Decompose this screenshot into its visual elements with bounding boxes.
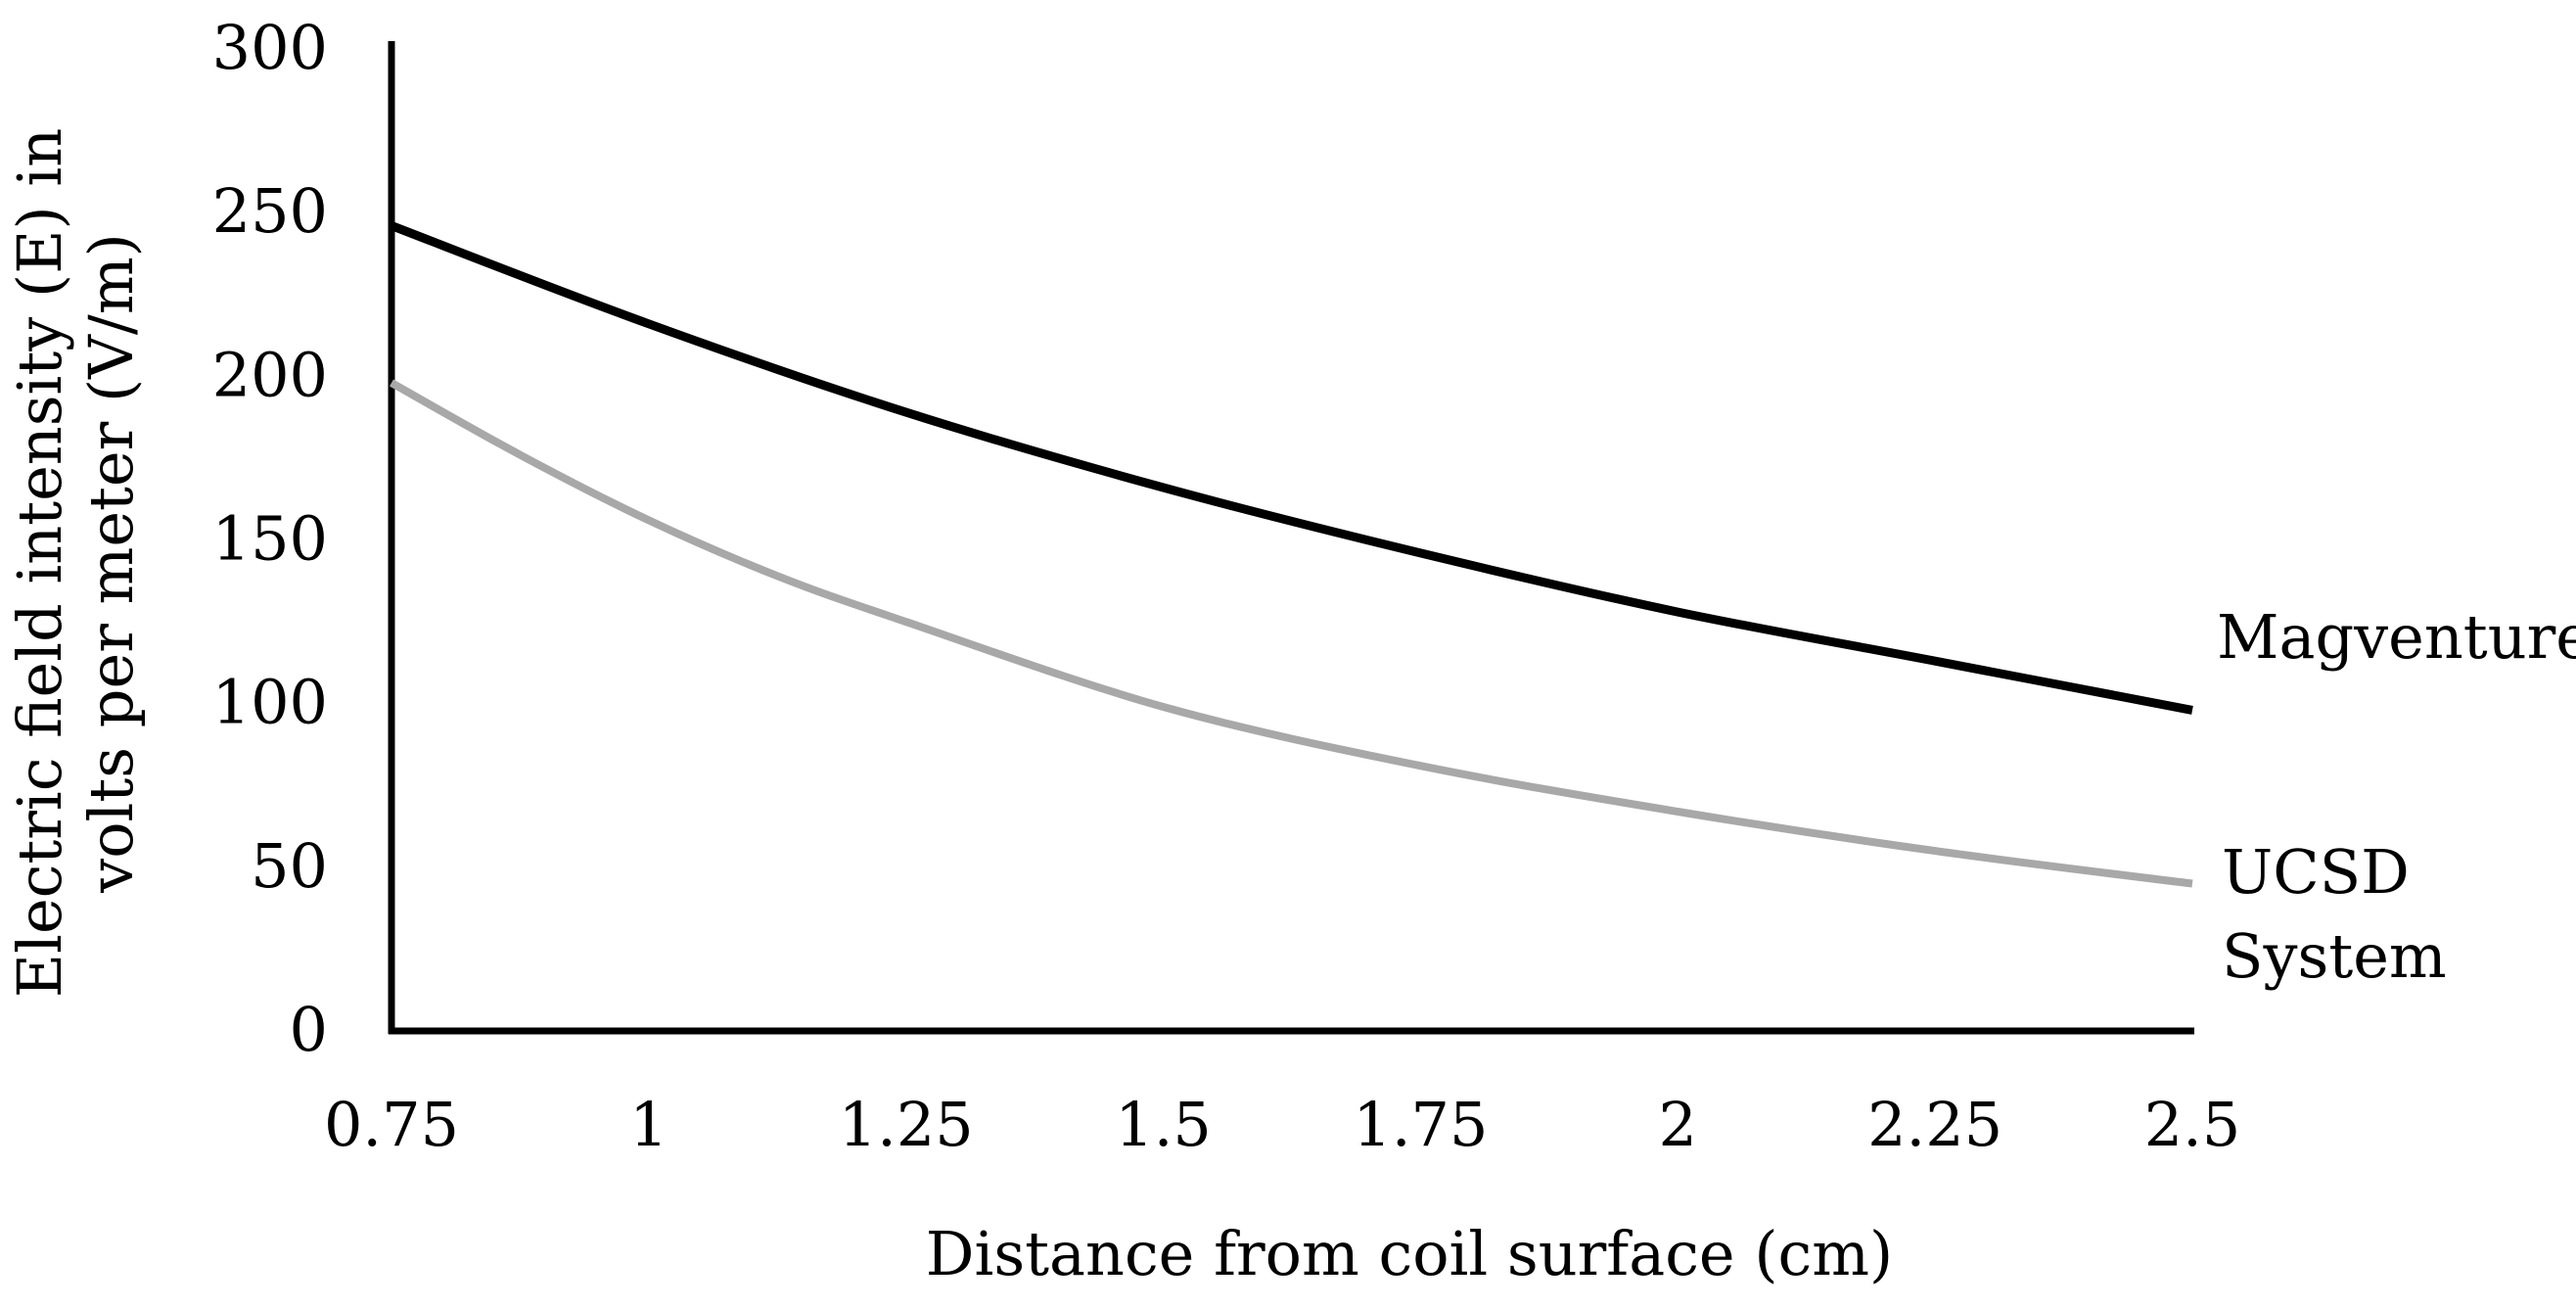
x-tick-label: 1 [629,1089,667,1160]
x-axis-title: Distance from coil surface (cm) [926,1218,1893,1289]
y-tick-label: 250 [212,175,328,247]
x-tick-label: 1.5 [1115,1089,1212,1160]
x-tick-label: 1.25 [839,1089,974,1160]
series-label-magventure-b65: Magventure B65 [2217,601,2576,673]
plot-area: 0 50 100 150 200 250 300 0.75 1 1.25 1.5 1.75 2 2.25 2… [212,12,2576,1160]
y-tick-label: 0 [290,994,328,1065]
series-label-ucsd-system: System [2222,920,2447,992]
y-tick-label: 50 [251,830,328,902]
y-tick-label: 150 [212,503,328,575]
x-tick-label: 2.25 [1867,1089,2002,1160]
y-axis-title-line: Electric field intensity (E) in [4,128,75,998]
x-tick-label: 2.5 [2144,1089,2241,1160]
y-axis-title: Electric field intensity (E) in volts per… [4,128,147,998]
y-tick-label: 100 [212,667,328,738]
series-line-ucsd-system [390,379,2193,888]
x-tick-label: 0.75 [324,1089,459,1160]
x-tick-label: 1.75 [1353,1089,1488,1160]
series-line-magventure-b65 [390,221,2193,715]
y-tick-label: 300 [212,12,328,83]
series-label-ucsd-system: UCSD [2222,836,2410,908]
y-axis-title-line: volts per meter (V/m) [75,233,147,894]
y-tick-label: 200 [212,339,328,410]
x-tick-label: 2 [1659,1089,1697,1160]
